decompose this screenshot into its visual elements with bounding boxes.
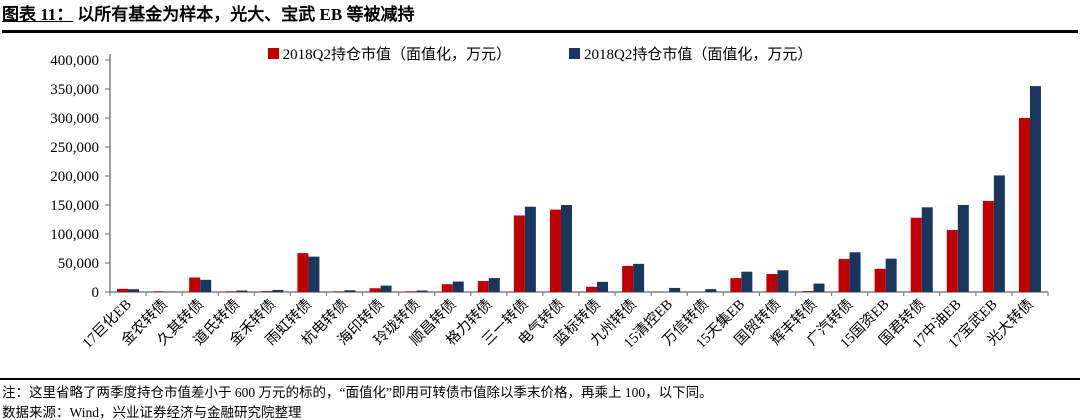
bar-series2 [777,270,789,292]
chart-footnotes: 注：这里省略了两季度持仓市值差小于 600 万元的标的，“面值化”即用可转债市值… [0,378,1080,420]
bar-series2 [669,287,681,292]
bar-series1 [189,277,201,292]
bar-series1 [802,291,814,292]
chart-source: 数据来源：Wind，兴业证券经济与金融研究院整理 [2,404,302,420]
bar-series2 [813,283,825,292]
bar-series1 [622,265,634,292]
legend-label-series2: 2018Q2持仓市值（面值化，万元） [584,46,813,63]
bar-series1 [297,253,309,292]
bar-series2 [380,285,392,292]
bar-series2 [272,289,284,292]
bar-series2 [957,205,969,292]
legend-label-series1: 2018Q2持仓市值（面值化，万元） [282,46,511,63]
y-tick-label: 150,000 [50,198,99,214]
bar-series2 [597,281,609,292]
bar-series2 [200,279,212,292]
chart-legend: 2018Q2持仓市值（面值化，万元） 2018Q2持仓市值（面值化，万元） [0,42,1080,64]
bar-series2 [921,207,933,292]
bar-series1 [369,288,381,292]
bar-series1 [874,268,886,292]
legend-item-series2: 2018Q2持仓市值（面值化，万元） [569,43,812,64]
bar-series2 [633,263,645,292]
bar-series1 [333,291,345,292]
legend-swatch-red [267,47,279,59]
bar-series2 [524,206,536,292]
bar-series2 [741,271,753,292]
legend-swatch-blue [569,47,580,59]
y-tick-label: 400,000 [50,53,99,69]
y-tick-label: 0 [92,285,100,301]
bar-series2 [993,175,1005,292]
page-title: 以所有基金为样本，光大、宝武 EB 等被减持 [77,5,415,24]
y-tick-label: 250,000 [50,140,99,156]
bar-series2 [1029,86,1041,292]
chart-title-row: 图表 11： 以所有基金为样本，光大、宝武 EB 等被减持 [2,2,1078,33]
chart-note: 注：这里省略了两季度持仓市值差小于 600 万元的标的，“面值化”即用可转债市值… [2,385,713,400]
bar-series2 [236,290,248,292]
bar-series1 [225,291,237,292]
bar-series2 [885,258,897,292]
bar-series2 [344,290,356,292]
chart-number-label: 图表 11： [2,5,74,24]
bar-series1 [117,288,129,292]
bar-series1 [838,258,850,292]
y-tick-label: 50,000 [58,256,99,272]
bar-series1 [477,280,489,292]
bar-series1 [153,291,165,292]
bar-series1 [982,200,994,292]
bar-series2 [416,290,428,292]
y-tick-label: 350,000 [50,82,99,98]
bar-series2 [705,289,717,292]
bar-series2 [128,289,140,292]
bar-series2 [308,256,320,292]
bar-series2 [560,205,572,292]
bar-series1 [405,291,417,292]
bar-series1 [441,284,453,292]
bar-series2 [452,281,464,292]
y-tick-label: 200,000 [50,169,99,185]
bar-series2 [849,252,861,292]
bar-series1 [730,278,742,292]
bar-series1 [586,286,598,292]
bar-chart-svg: 0 50,000 100,000 150,000 200,000 250,000 300,0… [50,53,1049,352]
y-tick-label: 300,000 [50,111,99,127]
y-tick-label: 100,000 [50,227,99,243]
bar-series1 [766,274,778,292]
bar-series1 [261,291,273,292]
bar-series2 [488,278,500,292]
bar-series1 [549,209,561,292]
legend-item-series1: 2018Q2持仓市值（面值化，万元） [267,43,511,64]
bar-series1 [1018,118,1030,292]
bar-series1 [513,215,525,292]
bar-series1 [910,217,922,292]
bar-series1 [946,229,958,292]
